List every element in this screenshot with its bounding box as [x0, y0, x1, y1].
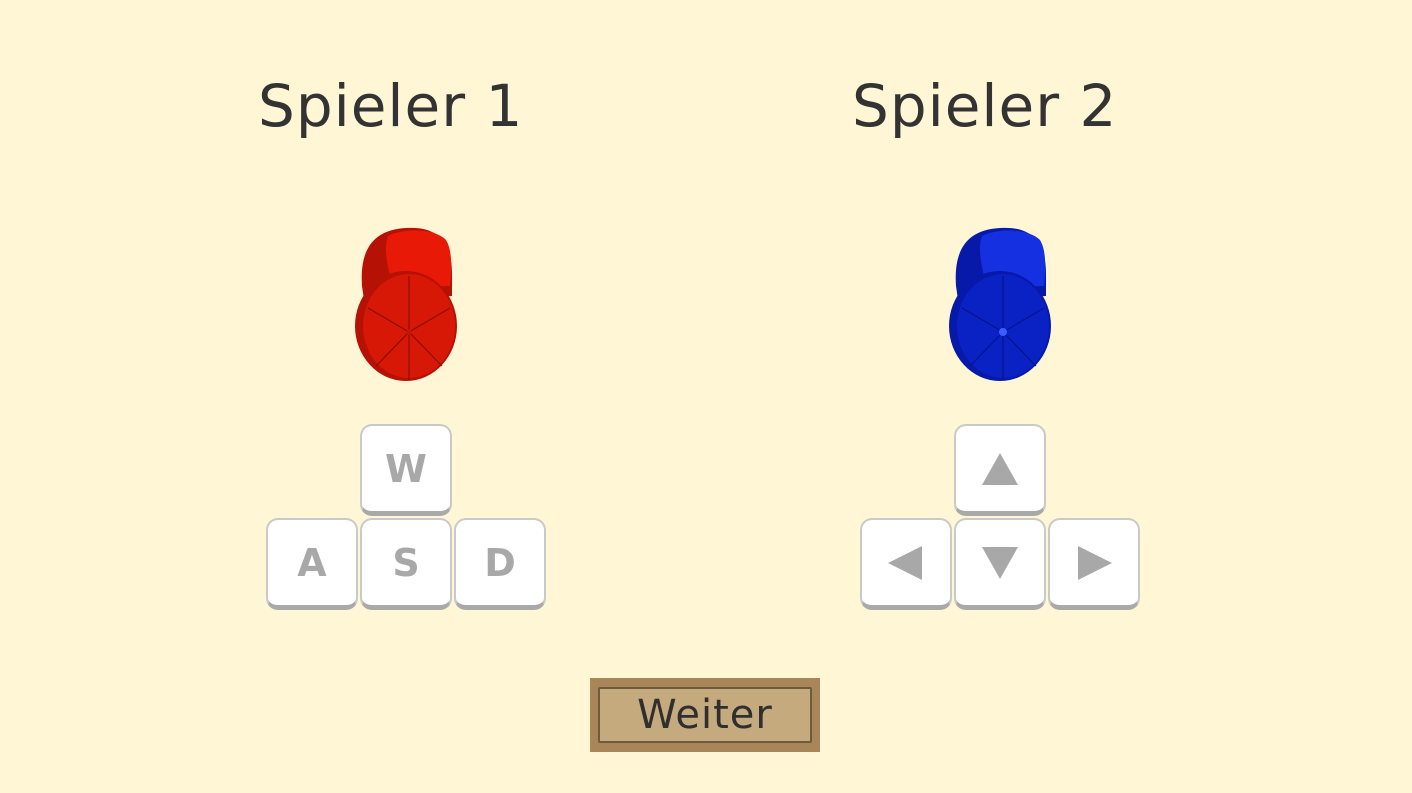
blue-cap-icon	[949, 227, 1051, 381]
continue-button[interactable]: Weiter	[590, 678, 820, 752]
player-1-controls: W A S D	[266, 424, 550, 616]
right-arrow-icon	[1078, 545, 1112, 580]
continue-button-label: Weiter	[598, 687, 812, 743]
player-2-title: Spieler 2	[852, 72, 1118, 140]
key-arrow-right	[1048, 518, 1140, 610]
key-w: W	[360, 424, 452, 516]
key-a: A	[266, 518, 358, 610]
left-arrow-icon	[888, 545, 922, 580]
player-2-panel: Spieler 2	[852, 0, 1152, 640]
red-cap-icon	[355, 227, 457, 381]
key-d: D	[454, 518, 546, 610]
down-arrow-icon	[982, 546, 1018, 579]
player-1-panel: Spieler 1 W A S D	[258, 0, 558, 640]
key-arrow-down	[954, 518, 1046, 610]
player-1-title: Spieler 1	[258, 72, 524, 140]
key-arrow-up	[954, 424, 1046, 516]
player-2-controls	[860, 424, 1144, 616]
key-s: S	[360, 518, 452, 610]
up-arrow-icon	[982, 452, 1018, 485]
key-arrow-left	[860, 518, 952, 610]
